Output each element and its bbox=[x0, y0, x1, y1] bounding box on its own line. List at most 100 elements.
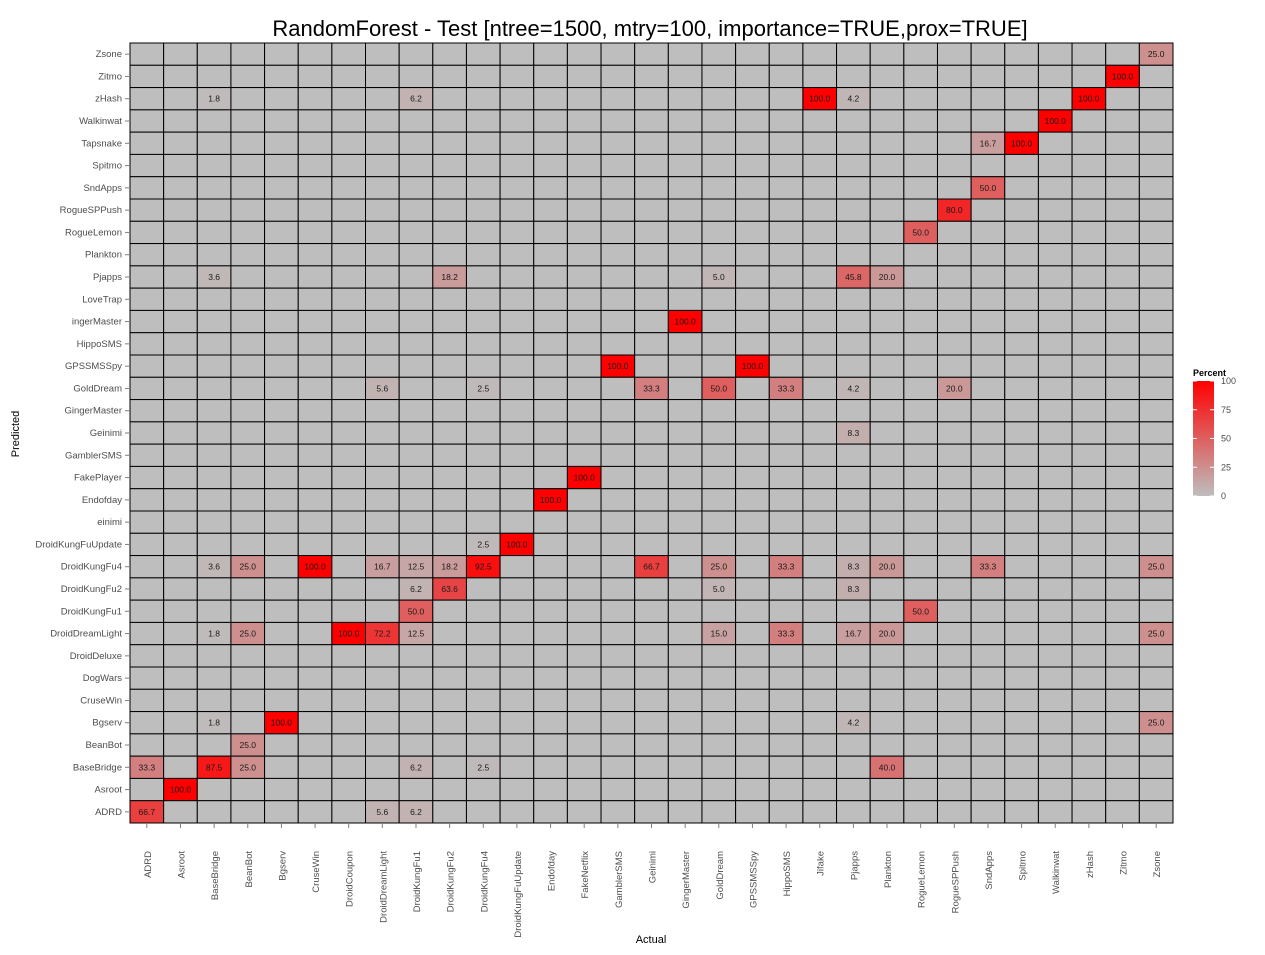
heatmap-cell bbox=[163, 376, 198, 401]
heatmap-cell bbox=[970, 577, 1006, 601]
x-tick-label: Zitmo bbox=[1119, 851, 1130, 875]
heatmap-cell bbox=[533, 577, 568, 601]
heatmap-cell bbox=[735, 577, 770, 601]
heatmap-cell bbox=[768, 644, 804, 668]
heatmap-cell bbox=[970, 711, 1006, 735]
heatmap-cell bbox=[903, 666, 938, 690]
heatmap-cell-label: 87.5 bbox=[206, 762, 223, 772]
heatmap-cell bbox=[1004, 510, 1039, 534]
heatmap-cell bbox=[331, 465, 367, 490]
heatmap-cell bbox=[768, 42, 804, 66]
x-tick-label: CruseWin bbox=[311, 851, 322, 893]
heatmap-cell bbox=[230, 309, 266, 334]
heatmap-cell bbox=[634, 688, 669, 713]
heatmap-cell bbox=[163, 153, 198, 178]
x-tick-label: Geinimi bbox=[648, 851, 659, 883]
y-tick-label: RogueSPPush bbox=[60, 205, 122, 216]
heatmap-cell bbox=[903, 376, 938, 401]
heatmap-cell bbox=[297, 265, 333, 289]
heatmap-cell bbox=[936, 599, 972, 623]
heatmap-cell bbox=[600, 443, 636, 467]
heatmap-cell bbox=[432, 64, 467, 89]
heatmap-cell bbox=[230, 42, 266, 66]
heatmap-cell bbox=[903, 64, 938, 89]
heatmap-cell bbox=[970, 287, 1006, 311]
heatmap-cell-label: 12.5 bbox=[408, 562, 425, 572]
heatmap-cell bbox=[735, 621, 770, 646]
heatmap-cell bbox=[802, 399, 838, 423]
heatmap-cell bbox=[600, 131, 636, 155]
heatmap-cell bbox=[970, 376, 1006, 401]
heatmap-cell bbox=[1071, 42, 1107, 66]
heatmap-cell bbox=[903, 621, 938, 646]
heatmap-cell bbox=[499, 488, 535, 512]
heatmap-cell-label: 25.0 bbox=[1148, 629, 1165, 639]
heatmap-cell bbox=[1138, 666, 1174, 690]
heatmap-cell bbox=[836, 109, 871, 133]
heatmap-cell bbox=[903, 332, 938, 356]
heatmap-cell bbox=[533, 309, 568, 334]
heatmap-cell bbox=[163, 599, 198, 623]
heatmap-cell bbox=[365, 176, 400, 200]
heatmap-cell bbox=[196, 800, 232, 824]
heatmap-cell bbox=[264, 555, 299, 579]
x-tick-label: DroidCoupon bbox=[345, 851, 356, 907]
heatmap-cell bbox=[533, 599, 568, 623]
heatmap-cell-label: 80.0 bbox=[946, 205, 963, 215]
heatmap-cell-label: 15.0 bbox=[711, 629, 728, 639]
heatmap-cell bbox=[1071, 198, 1107, 222]
heatmap-cell bbox=[903, 131, 938, 155]
heatmap-cell bbox=[1037, 666, 1073, 690]
heatmap-cell bbox=[1004, 488, 1039, 512]
heatmap-cell bbox=[1105, 265, 1140, 289]
heatmap-cell-label: 20.0 bbox=[879, 629, 896, 639]
heatmap-cell bbox=[768, 198, 804, 222]
heatmap-cell bbox=[533, 465, 568, 490]
heatmap-cell bbox=[667, 443, 703, 467]
heatmap-cell bbox=[163, 332, 198, 356]
y-axis-title: Predicted bbox=[10, 411, 22, 457]
heatmap-cell bbox=[129, 87, 165, 111]
legend-tick-label: 100 bbox=[1221, 376, 1236, 386]
heatmap-cell bbox=[264, 153, 299, 178]
heatmap-cell bbox=[600, 599, 636, 623]
heatmap-cell bbox=[465, 711, 501, 735]
heatmap-cell bbox=[768, 755, 804, 779]
heatmap-cell bbox=[1105, 198, 1140, 222]
heatmap-cell bbox=[1004, 711, 1039, 735]
heatmap-cell bbox=[970, 332, 1006, 356]
heatmap-cell bbox=[533, 555, 568, 579]
heatmap-cell bbox=[836, 777, 871, 802]
heatmap-cell bbox=[196, 309, 232, 334]
y-tick-label: FakePlayer bbox=[74, 473, 122, 484]
y-tick-label: einimi bbox=[97, 517, 122, 528]
heatmap-cell bbox=[331, 220, 367, 245]
heatmap-cell bbox=[331, 711, 367, 735]
y-tick-label: RogueLemon bbox=[65, 227, 122, 238]
heatmap-cell bbox=[331, 755, 367, 779]
heatmap-cell bbox=[903, 42, 938, 66]
heatmap-cell bbox=[129, 243, 165, 267]
heatmap-cell bbox=[264, 777, 299, 802]
heatmap-cell bbox=[129, 688, 165, 713]
heatmap-cell bbox=[1004, 109, 1039, 133]
heatmap-cell bbox=[264, 599, 299, 623]
heatmap-cell bbox=[365, 711, 400, 735]
heatmap-cell bbox=[499, 42, 535, 66]
heatmap-cell bbox=[600, 421, 636, 445]
heatmap-cell bbox=[163, 621, 198, 646]
heatmap-cell bbox=[869, 243, 905, 267]
x-tick-label: Asroot bbox=[176, 851, 187, 879]
heatmap-cell-label: 1.8 bbox=[208, 718, 220, 728]
heatmap-cell bbox=[869, 64, 905, 89]
heatmap-cell bbox=[936, 688, 972, 713]
y-tick-label: GoldDream bbox=[73, 383, 122, 394]
heatmap-cell bbox=[600, 488, 636, 512]
heatmap-cell bbox=[600, 621, 636, 646]
x-tick-label: GPSSMSSpy bbox=[748, 851, 759, 908]
heatmap-cell bbox=[667, 131, 703, 155]
heatmap-cell bbox=[970, 443, 1006, 467]
heatmap-cell bbox=[230, 265, 266, 289]
heatmap-cell bbox=[1071, 332, 1107, 356]
heatmap-cell bbox=[533, 176, 568, 200]
